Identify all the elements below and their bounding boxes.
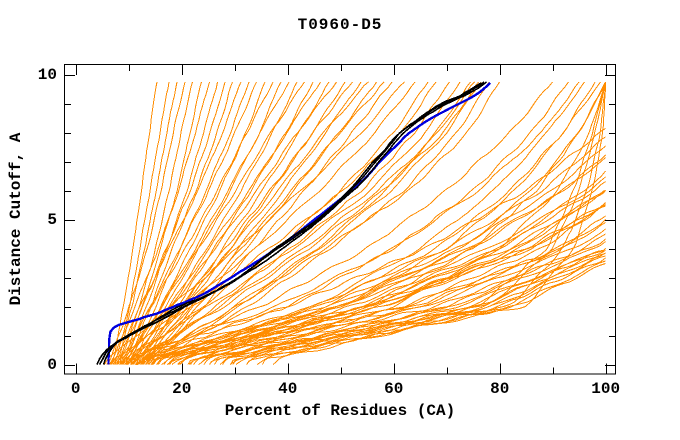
prediction-curve — [124, 81, 233, 365]
x-tick-label: 40 — [278, 380, 298, 398]
prediction-curve — [115, 81, 416, 365]
y-tick-label: 10 — [37, 65, 57, 84]
prediction-curve — [117, 81, 274, 365]
prediction-curve — [138, 81, 475, 365]
prediction-curve — [111, 81, 242, 365]
x-tick-label: 80 — [490, 380, 510, 398]
curves-layer — [96, 81, 606, 365]
prediction-curve — [122, 81, 218, 365]
prediction-curve — [141, 81, 500, 365]
prediction-curve — [136, 81, 569, 365]
prediction-curve — [214, 241, 606, 365]
prediction-curve — [232, 255, 606, 365]
prediction-curve — [126, 81, 553, 365]
prediction-curve — [158, 81, 606, 365]
prediction-curve — [169, 203, 606, 365]
prediction-curve — [119, 81, 202, 365]
prediction-curve — [163, 190, 606, 365]
plot-frame — [64, 64, 616, 375]
y-tick-label: 0 — [47, 355, 57, 374]
prediction-curve — [198, 81, 606, 365]
prediction-curve — [137, 81, 314, 365]
prediction-curve — [141, 81, 385, 365]
prediction-curve — [209, 81, 606, 365]
chart-title: T0960-D5 — [297, 16, 383, 34]
prediction-curve — [124, 128, 606, 365]
prediction-curve — [108, 81, 210, 365]
x-tick-label: 20 — [172, 380, 192, 398]
prediction-curve — [135, 81, 353, 365]
prediction-curve — [114, 81, 226, 365]
prediction-curve — [179, 222, 606, 365]
x-axis-label: Percent of Residues (CA) — [224, 402, 456, 420]
highlight-curve-black — [102, 81, 487, 365]
prediction-curve — [157, 81, 490, 365]
prediction-curve — [145, 81, 362, 365]
prediction-curve — [121, 81, 580, 365]
prediction-curve — [120, 81, 461, 365]
prediction-curve — [188, 81, 606, 365]
prediction-curve — [167, 81, 596, 365]
prediction-curve — [135, 81, 298, 365]
prediction-curve — [177, 190, 606, 365]
prediction-curve — [178, 81, 606, 365]
prediction-curve — [131, 81, 479, 365]
prediction-curve — [151, 81, 482, 365]
x-tick-label: 100 — [591, 380, 621, 398]
prediction-curve — [133, 81, 369, 365]
prediction-curve — [151, 81, 393, 365]
x-tick-label: 0 — [70, 380, 81, 398]
prediction-curve — [137, 176, 606, 365]
prediction-curve — [136, 81, 450, 365]
x-tick-label: 60 — [384, 380, 404, 398]
prediction-curve — [246, 82, 606, 365]
highlight-curve-black — [96, 82, 482, 365]
y-tick-label: 5 — [47, 210, 57, 229]
axis-ticks — [65, 65, 615, 374]
prediction-curve — [230, 81, 606, 365]
prediction-curve — [193, 215, 606, 365]
prediction-curve — [106, 81, 186, 365]
prediction-curve — [127, 81, 337, 365]
prediction-curve — [109, 81, 158, 365]
prediction-curve — [209, 250, 606, 365]
prediction-curve — [147, 81, 601, 365]
